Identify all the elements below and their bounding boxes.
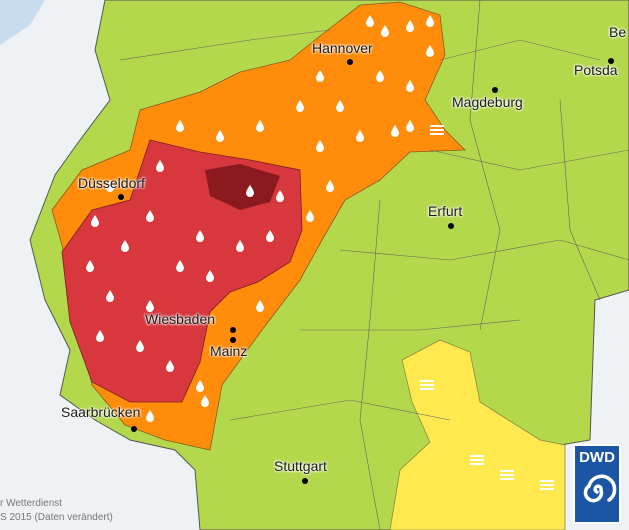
frost-stripes-icon [500,474,514,476]
credit-line-1: r Wetterdienst [0,498,63,509]
raindrop-icon [246,185,254,197]
frost-stripes-icon [420,384,434,386]
frost-stripes-icon [540,480,554,482]
city-label-hannover: Hannover [312,40,373,56]
frost-stripes-icon [540,488,554,490]
raindrop-icon [121,240,129,252]
raindrop-icon [146,210,154,222]
city-dot [608,58,614,64]
raindrop-icon [336,100,344,112]
raindrop-icon [256,120,264,132]
city-label-erfurt: Erfurt [428,203,463,219]
raindrop-icon [356,130,364,142]
city-dot [230,327,236,333]
spiral-icon [583,474,617,503]
frost-stripes-icon [430,133,444,135]
raindrop-icon [236,240,244,252]
frost-stripes-icon [420,388,434,390]
raindrop-icon [176,260,184,272]
raindrop-icon [276,190,284,202]
city-label-saarbruecken: Saarbrücken [61,404,141,420]
dwd-logo: DWD [573,444,621,524]
city-label-duesseldorf: Düsseldorf [78,175,145,191]
frost-stripes-icon [500,478,514,480]
raindrop-icon [86,260,94,272]
raindrop-icon [316,140,324,152]
raindrop-icon [91,215,99,227]
region-dark-red [205,164,280,210]
region-yellow [389,339,566,530]
raindrop-icon [196,380,204,392]
raindrop-icon [391,125,399,137]
city-label-stuttgart: Stuttgart [274,458,327,474]
raindrop-icon [306,210,314,222]
raindrop-icon [166,360,174,372]
raindrop-icon [216,130,224,142]
raindrop-icon [156,160,164,172]
city-label-magdeburg: Magdeburg [452,94,523,110]
logo-text: DWD [579,449,615,466]
raindrop-icon [426,15,434,27]
raindrop-icon [406,20,414,32]
city-label-potsdam: Potsda [574,62,618,78]
raindrop-icon [106,180,114,192]
raindrop-icon [376,70,384,82]
frost-stripes-icon [470,459,484,461]
raindrop-icon [146,300,154,312]
district-borders [119,0,629,530]
frost-stripes-icon [540,484,554,486]
city-dot [230,337,236,343]
city-dot [448,223,454,229]
city-dot [131,426,137,432]
raindrop-icon [296,100,304,112]
raindrop-icon [326,180,334,192]
city-dot [492,87,498,93]
city-dot [118,194,124,200]
raindrop-icon [106,290,114,302]
frost-stripes-icon [430,129,444,131]
raindrop-icon [136,340,144,352]
raindrop-icon [96,330,104,342]
frost-stripes-icon [470,455,484,457]
city-label-wiesbaden: Wiesbaden [145,311,216,327]
sea [0,0,45,45]
city-dot [347,59,353,65]
credit-line-2: S 2015 (Daten verändert) [0,512,113,523]
frost-stripes-icon [500,470,514,472]
raindrop-icon [406,80,414,92]
city-label-mainz: Mainz [210,343,248,359]
raindrop-icon [266,230,274,242]
raindrop-icon [426,45,434,57]
raindrop-icon [176,120,184,132]
frost-stripes-icon [430,125,444,127]
raindrop-icon [366,15,374,27]
city-dot [302,478,308,484]
raindrop-icon [381,25,389,37]
raindrop-icon [146,410,154,422]
raindrop-icon [406,120,414,132]
frost-stripes-icon [470,463,484,465]
raindrop-icon [316,70,324,82]
raindrop-icon [196,230,204,242]
raindrop-icon [206,270,214,282]
city-label-berlin: Be [609,24,627,40]
frost-stripes-icon [420,380,434,382]
raindrop-icon [201,395,209,407]
raindrop-icon [256,300,264,312]
